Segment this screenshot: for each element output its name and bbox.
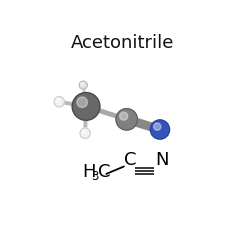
Text: Acetonitrile: Acetonitrile bbox=[71, 34, 175, 52]
Circle shape bbox=[150, 120, 170, 139]
Circle shape bbox=[79, 81, 87, 89]
Circle shape bbox=[54, 97, 64, 107]
Text: N: N bbox=[155, 151, 168, 169]
Text: C: C bbox=[124, 151, 136, 169]
Text: 3: 3 bbox=[92, 170, 99, 183]
Text: H: H bbox=[82, 163, 96, 181]
Circle shape bbox=[81, 82, 84, 85]
Circle shape bbox=[82, 130, 86, 134]
Circle shape bbox=[56, 98, 60, 102]
Circle shape bbox=[72, 93, 100, 120]
Circle shape bbox=[80, 128, 90, 138]
Circle shape bbox=[120, 112, 128, 120]
Circle shape bbox=[154, 123, 161, 130]
Circle shape bbox=[116, 109, 138, 130]
Text: C: C bbox=[98, 163, 111, 181]
Circle shape bbox=[77, 97, 87, 108]
